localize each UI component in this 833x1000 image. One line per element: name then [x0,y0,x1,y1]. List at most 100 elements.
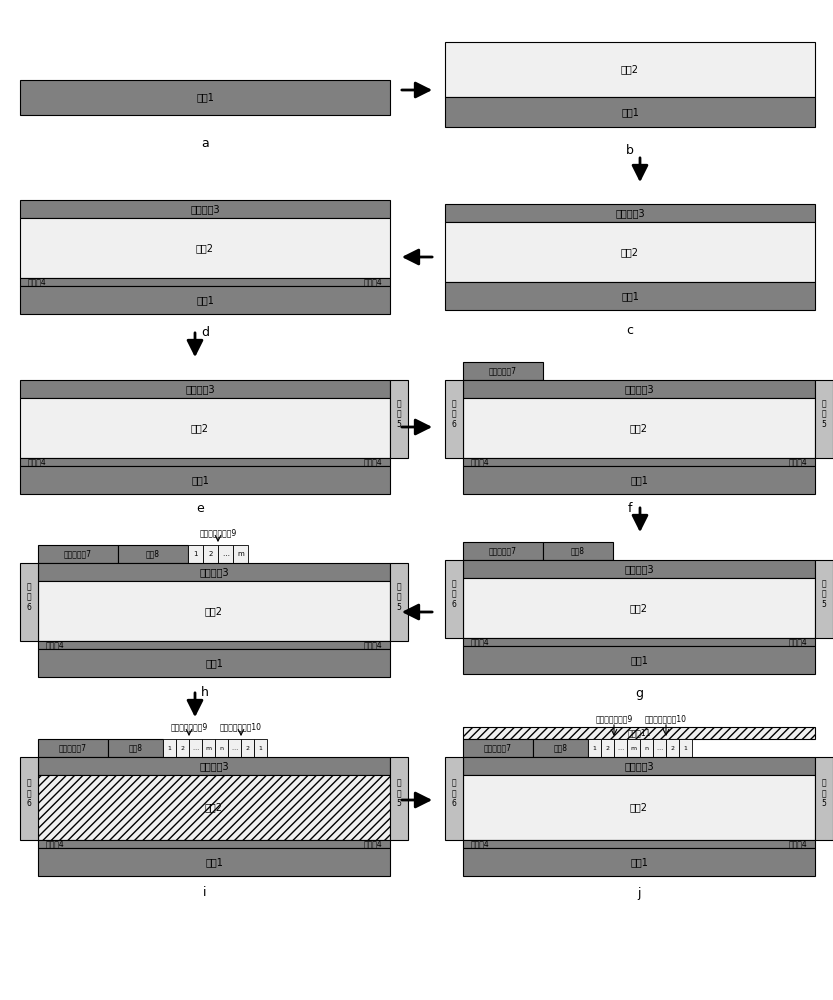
Text: 漏
极
5: 漏 极 5 [821,779,826,808]
FancyBboxPatch shape [815,757,833,840]
Text: 源极调制板7: 源极调制板7 [489,546,517,556]
Text: 下台阶4: 下台阶4 [46,840,65,848]
Text: 下台阶4: 下台阶4 [46,641,65,650]
FancyBboxPatch shape [20,380,390,398]
Text: 衬底1: 衬底1 [205,658,223,668]
FancyBboxPatch shape [20,466,390,494]
FancyBboxPatch shape [445,380,463,458]
Text: 栅介质层3: 栅介质层3 [199,761,229,771]
Text: 体区2: 体区2 [621,247,639,257]
Text: 漏
极
5: 漏 极 5 [397,779,402,808]
Text: 源极调制板7: 源极调制板7 [59,744,87,752]
Text: 体区2: 体区2 [630,603,648,613]
FancyBboxPatch shape [463,380,815,398]
Text: e: e [196,502,204,514]
FancyBboxPatch shape [463,466,815,494]
Text: 源
极
6: 源 极 6 [451,779,456,808]
FancyBboxPatch shape [463,840,815,848]
Text: 体区2: 体区2 [196,243,214,253]
FancyBboxPatch shape [445,560,463,638]
Text: 下台阶4: 下台阶4 [28,458,47,466]
Text: 源
极
6: 源 极 6 [27,779,32,808]
FancyBboxPatch shape [203,545,218,563]
FancyBboxPatch shape [463,458,815,466]
FancyBboxPatch shape [163,739,176,757]
FancyBboxPatch shape [463,398,815,458]
Text: m: m [631,746,636,750]
Text: 漏
极
5: 漏 极 5 [821,399,826,429]
Text: 漏
极
5: 漏 极 5 [821,579,826,609]
FancyBboxPatch shape [463,727,815,739]
Text: …: … [232,746,237,750]
Text: 衬底1: 衬底1 [205,857,223,867]
Text: …: … [656,746,662,750]
FancyBboxPatch shape [38,757,390,775]
FancyBboxPatch shape [38,641,390,649]
Text: 衬底1: 衬底1 [196,295,214,305]
Text: 衬底1: 衬底1 [621,291,639,301]
Text: h: h [201,686,209,700]
FancyBboxPatch shape [254,739,267,757]
FancyBboxPatch shape [445,97,815,127]
Text: 源
极
6: 源 极 6 [27,582,32,612]
Text: …: … [222,551,229,557]
Text: 衬底1: 衬底1 [191,475,209,485]
Text: 1: 1 [193,551,197,557]
Text: 2: 2 [606,746,610,750]
FancyBboxPatch shape [463,578,815,638]
Text: 源
极
6: 源 极 6 [451,399,456,429]
FancyBboxPatch shape [588,739,601,757]
FancyBboxPatch shape [176,739,189,757]
FancyBboxPatch shape [189,739,202,757]
Text: 下台阶4: 下台阶4 [363,641,382,650]
FancyBboxPatch shape [20,563,38,641]
Text: 2: 2 [208,551,212,557]
Text: 1: 1 [684,746,687,750]
Text: 下台阶4: 下台阶4 [471,840,490,848]
Text: j: j [637,886,641,900]
FancyBboxPatch shape [533,739,588,757]
FancyBboxPatch shape [390,757,408,840]
Text: 下台阶4: 下台阶4 [363,840,382,848]
FancyBboxPatch shape [241,739,254,757]
Text: 下台阶4: 下台阶4 [471,638,490,647]
FancyBboxPatch shape [38,840,390,848]
FancyBboxPatch shape [463,757,815,775]
Text: 2: 2 [671,746,675,750]
Text: 源极调制板7: 源极调制板7 [484,744,512,752]
Text: b: b [626,143,634,156]
Text: 体区2: 体区2 [205,802,223,812]
Text: 栅介质层3: 栅介质层3 [624,564,654,574]
FancyBboxPatch shape [445,204,815,222]
Text: 体区2: 体区2 [630,802,648,812]
FancyBboxPatch shape [601,739,614,757]
FancyBboxPatch shape [445,42,815,97]
FancyBboxPatch shape [38,848,390,876]
FancyBboxPatch shape [543,542,613,560]
Text: 1: 1 [167,746,172,750]
Text: …: … [192,746,198,750]
FancyBboxPatch shape [20,218,390,278]
FancyBboxPatch shape [215,739,228,757]
Text: m: m [206,746,212,750]
Text: 下台阶4: 下台阶4 [788,840,807,848]
Text: g: g [635,686,643,700]
FancyBboxPatch shape [666,739,679,757]
Text: 栅极耦合调制板9: 栅极耦合调制板9 [199,528,237,538]
Text: 衬底1: 衬底1 [630,857,648,867]
Text: c: c [626,324,634,336]
FancyBboxPatch shape [815,560,833,638]
FancyBboxPatch shape [20,398,390,458]
FancyBboxPatch shape [390,563,408,641]
Text: 衬底1: 衬底1 [621,107,639,117]
FancyBboxPatch shape [188,545,203,563]
FancyBboxPatch shape [640,739,653,757]
Text: 下台阶4: 下台阶4 [788,458,807,466]
FancyBboxPatch shape [202,739,215,757]
Text: 栅极8: 栅极8 [571,546,585,556]
FancyBboxPatch shape [108,739,163,757]
FancyBboxPatch shape [463,542,543,560]
FancyBboxPatch shape [614,739,627,757]
Text: 体区2: 体区2 [630,423,648,433]
Text: 栅极耦合调制板9: 栅极耦合调制板9 [596,714,632,724]
